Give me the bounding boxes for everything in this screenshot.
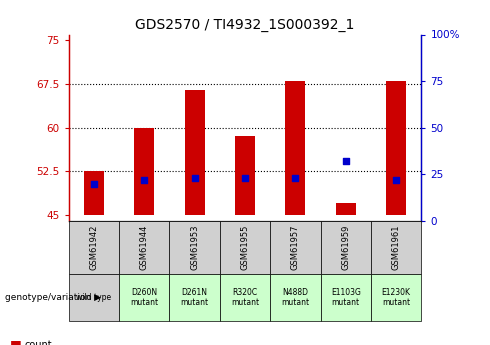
Point — [342, 158, 350, 164]
Point — [392, 177, 400, 183]
Bar — [185, 90, 205, 215]
Text: count: count — [24, 340, 52, 345]
Text: D261N
mutant: D261N mutant — [180, 288, 209, 307]
Text: genotype/variation ▶: genotype/variation ▶ — [5, 293, 101, 302]
Bar — [235, 136, 255, 215]
Text: GSM61944: GSM61944 — [140, 225, 148, 270]
Text: wild type: wild type — [76, 293, 111, 302]
Bar — [336, 203, 356, 215]
Point — [241, 175, 249, 181]
Text: GSM61959: GSM61959 — [342, 225, 350, 270]
Bar — [386, 81, 406, 215]
Text: GSM61957: GSM61957 — [291, 225, 300, 270]
Point — [90, 181, 98, 186]
Text: ■: ■ — [10, 338, 22, 345]
Text: E1230K
mutant: E1230K mutant — [382, 288, 411, 307]
Text: GSM61942: GSM61942 — [89, 225, 98, 270]
Point — [140, 177, 148, 183]
Point — [292, 175, 299, 181]
Text: E1103G
mutant: E1103G mutant — [331, 288, 361, 307]
Bar — [84, 171, 104, 215]
Text: GSM61955: GSM61955 — [241, 225, 249, 270]
Bar — [285, 81, 305, 215]
Text: GSM61953: GSM61953 — [190, 225, 199, 270]
Text: N488D
mutant: N488D mutant — [281, 288, 310, 307]
Text: D260N
mutant: D260N mutant — [130, 288, 158, 307]
Bar — [134, 128, 154, 215]
Point — [191, 175, 198, 181]
Title: GDS2570 / TI4932_1S000392_1: GDS2570 / TI4932_1S000392_1 — [135, 18, 355, 32]
Text: GSM61961: GSM61961 — [392, 225, 401, 270]
Text: R320C
mutant: R320C mutant — [231, 288, 259, 307]
